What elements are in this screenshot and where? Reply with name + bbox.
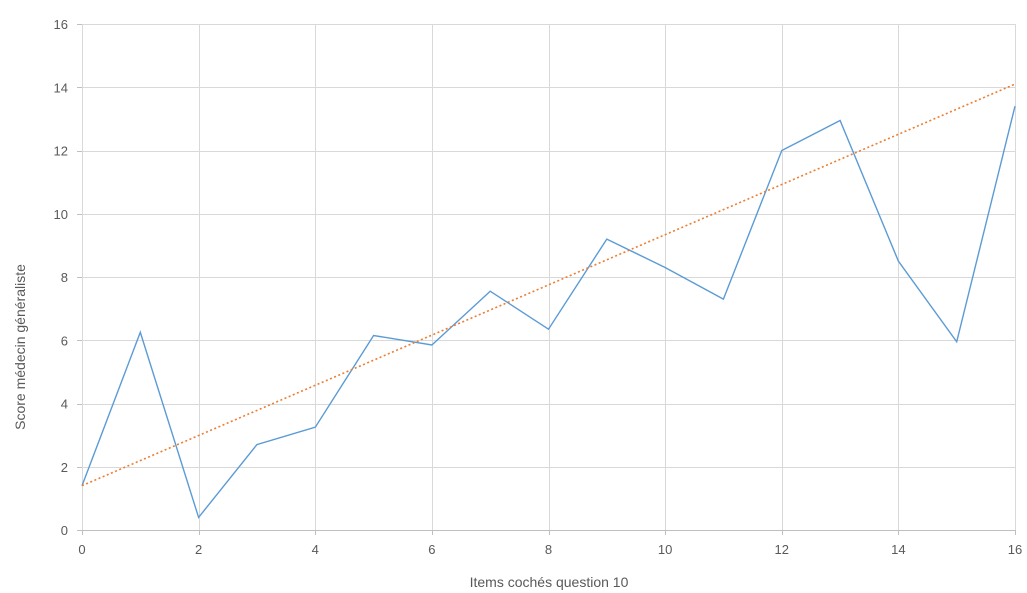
x-tick-label: 16 — [1008, 542, 1022, 557]
y-tick-label: 10 — [54, 207, 68, 222]
x-tick-label: 14 — [891, 542, 905, 557]
x-tick-label: 4 — [312, 542, 319, 557]
y-tick-label: 16 — [54, 17, 68, 32]
data-series — [81, 83, 1016, 519]
tick-labels: 0 2 4 6 8 10 12 14 16 0 2 4 6 8 10 12 14 16 — [54, 17, 1023, 557]
x-tick-label: 12 — [775, 542, 789, 557]
y-tick-label: 8 — [61, 270, 68, 285]
y-tick-label: 2 — [61, 460, 68, 475]
y-tick-label: 12 — [54, 144, 68, 159]
trendline — [81, 83, 1016, 487]
x-tick-label: 8 — [545, 542, 552, 557]
y-tick-label: 14 — [54, 80, 68, 95]
y-tick-label: 6 — [61, 333, 68, 348]
axes — [77, 24, 1016, 535]
x-tick-label: 0 — [78, 542, 85, 557]
x-tick-label: 2 — [195, 542, 202, 557]
grid — [82, 24, 1016, 530]
y-tick-label: 4 — [61, 397, 68, 412]
x-tick-label: 10 — [658, 542, 672, 557]
y-tick-label: 0 — [61, 523, 68, 538]
x-tick-label: 6 — [428, 542, 435, 557]
y-axis-title: Score médecin généraliste — [12, 264, 28, 430]
x-axis-title: Items cochés question 10 — [470, 574, 629, 590]
series-line — [81, 106, 1016, 519]
